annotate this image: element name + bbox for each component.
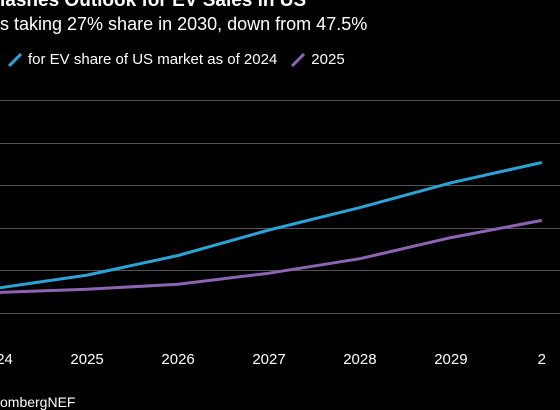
series-lines: [0, 161, 543, 294]
legend: for EV share of US market as of 2024 202…: [0, 51, 345, 68]
legend-label-series-b: 2025: [311, 51, 345, 68]
series-line-2024: [0, 161, 543, 290]
source-note: ombergNEF: [0, 394, 76, 410]
x-tick-label: 2028: [343, 351, 376, 368]
x-tick-label: 2026: [161, 351, 194, 368]
legend-swatch-series-b: [291, 52, 306, 67]
chart-title: lashes Outlook for EV Sales in US: [0, 0, 307, 11]
legend-swatch-series-a: [8, 52, 22, 67]
x-tick-label: 2: [538, 351, 546, 368]
x-tick-label: 2029: [434, 351, 467, 368]
x-tick-label: 2025: [70, 351, 103, 368]
x-tick-label: 2024: [0, 351, 13, 368]
legend-label-series-a: for EV share of US market as of 2024: [28, 51, 278, 68]
x-tick-label: 2027: [252, 351, 285, 368]
series-line-2025: [0, 218, 543, 294]
gridlines: [0, 100, 560, 314]
chart-subtitle: s taking 27% share in 2030, down from 47…: [0, 14, 368, 34]
x-tick-labels: 2024 2025 2026 2027 2028 2029 2: [0, 351, 546, 368]
